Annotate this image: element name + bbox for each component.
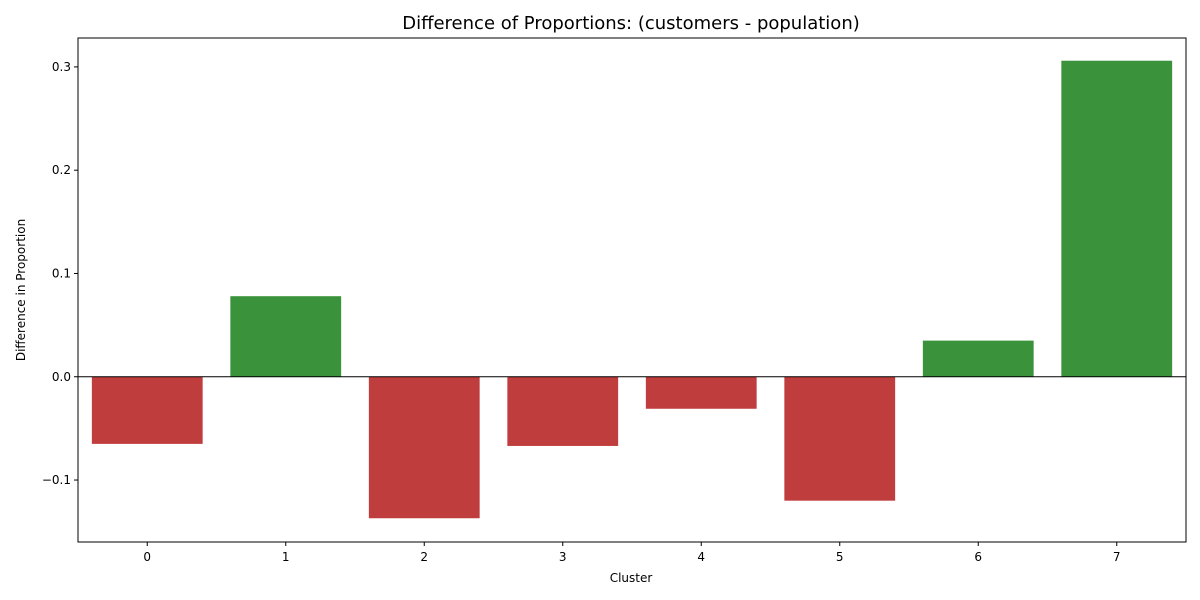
x-tick-label: 6 <box>974 550 982 564</box>
y-tick-label: 0.3 <box>52 60 71 74</box>
y-tick-label: 0.1 <box>52 266 71 280</box>
plot-area-frame <box>77 37 1187 543</box>
bar-cluster-1 <box>230 296 342 377</box>
bar-cluster-0 <box>91 376 203 444</box>
bar-cluster-2 <box>368 376 480 519</box>
bar-cluster-7 <box>1061 60 1173 377</box>
x-tick-label: 5 <box>836 550 844 564</box>
x-axis-label: Cluster <box>610 571 653 585</box>
y-tick-label: 0.2 <box>52 163 71 177</box>
x-tick-label: 2 <box>420 550 428 564</box>
bar-cluster-4 <box>645 376 757 409</box>
x-tick-label: 1 <box>282 550 290 564</box>
bar-cluster-3 <box>507 376 619 446</box>
y-tick-label: −0.1 <box>42 473 71 487</box>
y-axis-label: Difference in Proportion <box>14 219 28 361</box>
bar-cluster-6 <box>922 340 1034 377</box>
x-tick-label: 0 <box>143 550 151 564</box>
x-axis: 0 1 2 3 4 5 6 7 <box>143 542 1121 564</box>
y-tick-label: 0.0 <box>52 370 71 384</box>
bar-cluster-5 <box>784 376 896 501</box>
bars-group <box>91 60 1173 519</box>
x-tick-label: 4 <box>697 550 705 564</box>
chart-title: Difference of Proportions: (customers - … <box>402 13 860 34</box>
x-tick-label: 3 <box>559 550 567 564</box>
x-tick-label: 7 <box>1113 550 1121 564</box>
y-axis: −0.1 0.0 0.1 0.2 0.3 <box>42 60 78 487</box>
